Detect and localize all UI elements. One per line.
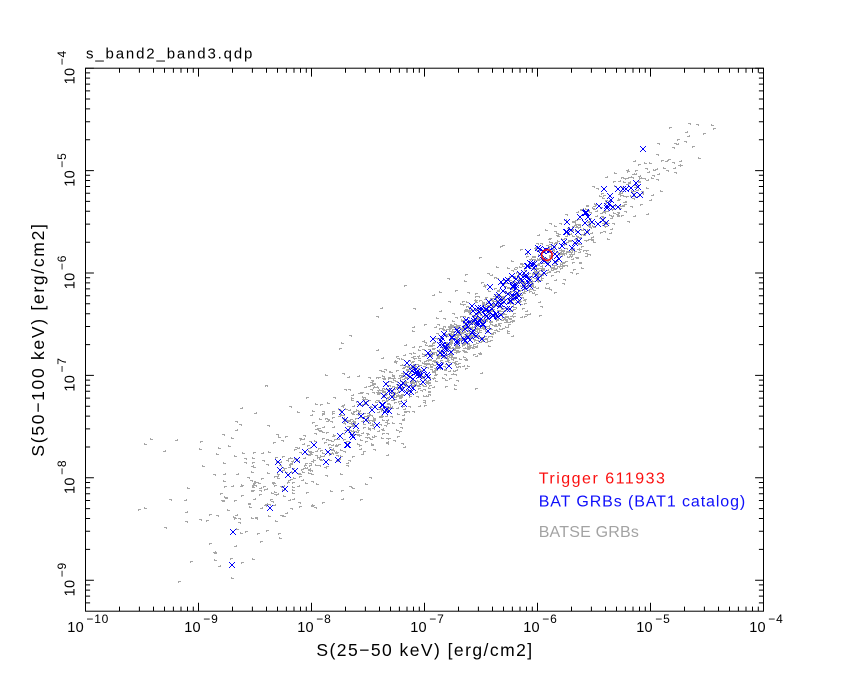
svg-text:10: 10 bbox=[63, 272, 79, 289]
svg-text:10: 10 bbox=[297, 620, 314, 636]
svg-text:10: 10 bbox=[63, 170, 79, 187]
svg-text:10: 10 bbox=[67, 620, 84, 636]
svg-text:−5: −5 bbox=[55, 152, 69, 167]
svg-text:−4: −4 bbox=[55, 50, 69, 65]
svg-text:−10: −10 bbox=[86, 612, 109, 626]
svg-text:S(25−50 keV) [erg/cm2]: S(25−50 keV) [erg/cm2] bbox=[316, 640, 533, 660]
svg-text:BATSE GRBs: BATSE GRBs bbox=[539, 524, 639, 541]
svg-text:BAT GRBs (BAT1 catalog): BAT GRBs (BAT1 catalog) bbox=[539, 493, 746, 510]
svg-text:10: 10 bbox=[63, 477, 79, 494]
svg-text:10: 10 bbox=[749, 620, 766, 636]
svg-text:S(50−100 keV) [erg/cm2]: S(50−100 keV) [erg/cm2] bbox=[28, 222, 48, 456]
svg-text:−9: −9 bbox=[55, 562, 69, 577]
svg-text:10: 10 bbox=[410, 620, 427, 636]
svg-text:s_band2_band3.qdp: s_band2_band3.qdp bbox=[86, 46, 254, 63]
svg-text:−7: −7 bbox=[429, 612, 444, 626]
svg-text:−7: −7 bbox=[55, 357, 69, 372]
svg-text:10: 10 bbox=[63, 68, 79, 85]
svg-text:10: 10 bbox=[636, 620, 653, 636]
svg-text:−6: −6 bbox=[542, 612, 557, 626]
svg-text:−8: −8 bbox=[55, 460, 69, 475]
svg-text:−8: −8 bbox=[316, 612, 331, 626]
svg-text:−6: −6 bbox=[55, 255, 69, 270]
svg-text:10: 10 bbox=[523, 620, 540, 636]
svg-text:10: 10 bbox=[63, 580, 79, 597]
svg-text:−4: −4 bbox=[768, 612, 783, 626]
svg-text:−5: −5 bbox=[655, 612, 670, 626]
svg-text:−9: −9 bbox=[203, 612, 218, 626]
svg-text:10: 10 bbox=[63, 375, 79, 392]
svg-text:Trigger 611933: Trigger 611933 bbox=[539, 470, 667, 487]
svg-text:10: 10 bbox=[184, 620, 201, 636]
